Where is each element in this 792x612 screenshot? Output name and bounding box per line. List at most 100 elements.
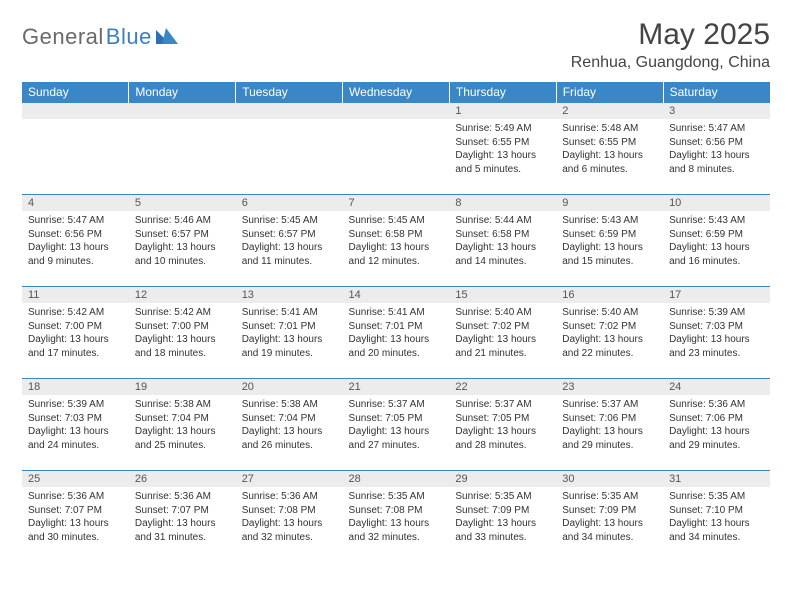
sunset-text: Sunset: 7:03 PM: [669, 320, 764, 334]
daylight-text: Daylight: 13 hours and 26 minutes.: [242, 425, 337, 452]
sunrise-text: Sunrise: 5:42 AM: [28, 306, 123, 320]
day-details: Sunrise: 5:45 AMSunset: 6:58 PMDaylight:…: [343, 211, 450, 268]
calendar-day-cell: 15Sunrise: 5:40 AMSunset: 7:02 PMDayligh…: [449, 287, 556, 379]
daylight-text: Daylight: 13 hours and 23 minutes.: [669, 333, 764, 360]
sunrise-text: Sunrise: 5:35 AM: [669, 490, 764, 504]
day-details: Sunrise: 5:45 AMSunset: 6:57 PMDaylight:…: [236, 211, 343, 268]
daylight-text: Daylight: 13 hours and 14 minutes.: [455, 241, 550, 268]
daylight-text: Daylight: 13 hours and 29 minutes.: [669, 425, 764, 452]
logo: General Blue: [22, 18, 178, 50]
day-number: 16: [556, 287, 663, 303]
day-number: 29: [449, 471, 556, 487]
day-details: Sunrise: 5:47 AMSunset: 6:56 PMDaylight:…: [22, 211, 129, 268]
day-details: Sunrise: 5:49 AMSunset: 6:55 PMDaylight:…: [449, 119, 556, 176]
calendar-week-row: 4Sunrise: 5:47 AMSunset: 6:56 PMDaylight…: [22, 195, 770, 287]
daylight-text: Daylight: 13 hours and 32 minutes.: [349, 517, 444, 544]
sunrise-text: Sunrise: 5:38 AM: [242, 398, 337, 412]
day-details: Sunrise: 5:46 AMSunset: 6:57 PMDaylight:…: [129, 211, 236, 268]
sunrise-text: Sunrise: 5:45 AM: [349, 214, 444, 228]
sunset-text: Sunset: 7:04 PM: [242, 412, 337, 426]
sunrise-text: Sunrise: 5:44 AM: [455, 214, 550, 228]
sunset-text: Sunset: 7:02 PM: [562, 320, 657, 334]
sunset-text: Sunset: 6:56 PM: [669, 136, 764, 150]
day-number: 17: [663, 287, 770, 303]
calendar-day-cell: 28Sunrise: 5:35 AMSunset: 7:08 PMDayligh…: [343, 471, 450, 563]
daylight-text: Daylight: 13 hours and 19 minutes.: [242, 333, 337, 360]
calendar-table: Sunday Monday Tuesday Wednesday Thursday…: [22, 82, 770, 563]
sunset-text: Sunset: 6:55 PM: [562, 136, 657, 150]
day-details: Sunrise: 5:35 AMSunset: 7:09 PMDaylight:…: [556, 487, 663, 544]
calendar-day-cell: 24Sunrise: 5:36 AMSunset: 7:06 PMDayligh…: [663, 379, 770, 471]
day-number: 30: [556, 471, 663, 487]
weekday-friday: Friday: [556, 82, 663, 103]
daylight-text: Daylight: 13 hours and 17 minutes.: [28, 333, 123, 360]
day-details: Sunrise: 5:39 AMSunset: 7:03 PMDaylight:…: [663, 303, 770, 360]
daylight-text: Daylight: 13 hours and 29 minutes.: [562, 425, 657, 452]
sunrise-text: Sunrise: 5:35 AM: [349, 490, 444, 504]
day-number: 6: [236, 195, 343, 211]
day-number: 23: [556, 379, 663, 395]
day-details: Sunrise: 5:48 AMSunset: 6:55 PMDaylight:…: [556, 119, 663, 176]
calendar-day-cell: 27Sunrise: 5:36 AMSunset: 7:08 PMDayligh…: [236, 471, 343, 563]
sunset-text: Sunset: 7:10 PM: [669, 504, 764, 518]
sunset-text: Sunset: 6:57 PM: [135, 228, 230, 242]
day-number: [343, 103, 450, 119]
day-details: Sunrise: 5:36 AMSunset: 7:06 PMDaylight:…: [663, 395, 770, 452]
daylight-text: Daylight: 13 hours and 18 minutes.: [135, 333, 230, 360]
sunrise-text: Sunrise: 5:39 AM: [669, 306, 764, 320]
day-number: 1: [449, 103, 556, 119]
calendar-day-cell: 21Sunrise: 5:37 AMSunset: 7:05 PMDayligh…: [343, 379, 450, 471]
daylight-text: Daylight: 13 hours and 30 minutes.: [28, 517, 123, 544]
sunset-text: Sunset: 7:01 PM: [242, 320, 337, 334]
day-number: 26: [129, 471, 236, 487]
sunrise-text: Sunrise: 5:45 AM: [242, 214, 337, 228]
sunset-text: Sunset: 7:03 PM: [28, 412, 123, 426]
sunrise-text: Sunrise: 5:47 AM: [28, 214, 123, 228]
sunrise-text: Sunrise: 5:36 AM: [28, 490, 123, 504]
weekday-saturday: Saturday: [663, 82, 770, 103]
weekday-thursday: Thursday: [449, 82, 556, 103]
daylight-text: Daylight: 13 hours and 6 minutes.: [562, 149, 657, 176]
day-details: Sunrise: 5:42 AMSunset: 7:00 PMDaylight:…: [22, 303, 129, 360]
day-details: Sunrise: 5:36 AMSunset: 7:08 PMDaylight:…: [236, 487, 343, 544]
calendar-day-cell: 6Sunrise: 5:45 AMSunset: 6:57 PMDaylight…: [236, 195, 343, 287]
calendar-day-cell: 7Sunrise: 5:45 AMSunset: 6:58 PMDaylight…: [343, 195, 450, 287]
calendar-day-cell: 23Sunrise: 5:37 AMSunset: 7:06 PMDayligh…: [556, 379, 663, 471]
day-details: Sunrise: 5:43 AMSunset: 6:59 PMDaylight:…: [556, 211, 663, 268]
day-number: 2: [556, 103, 663, 119]
sunrise-text: Sunrise: 5:37 AM: [562, 398, 657, 412]
day-details: Sunrise: 5:41 AMSunset: 7:01 PMDaylight:…: [236, 303, 343, 360]
day-details: Sunrise: 5:35 AMSunset: 7:08 PMDaylight:…: [343, 487, 450, 544]
sunrise-text: Sunrise: 5:48 AM: [562, 122, 657, 136]
calendar-day-cell: 4Sunrise: 5:47 AMSunset: 6:56 PMDaylight…: [22, 195, 129, 287]
day-details: Sunrise: 5:38 AMSunset: 7:04 PMDaylight:…: [129, 395, 236, 452]
day-details: Sunrise: 5:38 AMSunset: 7:04 PMDaylight:…: [236, 395, 343, 452]
day-number: 15: [449, 287, 556, 303]
calendar-day-cell: [22, 103, 129, 195]
day-number: 22: [449, 379, 556, 395]
day-details: Sunrise: 5:36 AMSunset: 7:07 PMDaylight:…: [22, 487, 129, 544]
daylight-text: Daylight: 13 hours and 34 minutes.: [669, 517, 764, 544]
sunrise-text: Sunrise: 5:49 AM: [455, 122, 550, 136]
day-number: 19: [129, 379, 236, 395]
day-details: Sunrise: 5:44 AMSunset: 6:58 PMDaylight:…: [449, 211, 556, 268]
day-number: 13: [236, 287, 343, 303]
day-number: 7: [343, 195, 450, 211]
day-number: 9: [556, 195, 663, 211]
day-number: [236, 103, 343, 119]
daylight-text: Daylight: 13 hours and 9 minutes.: [28, 241, 123, 268]
sunset-text: Sunset: 6:57 PM: [242, 228, 337, 242]
day-details: Sunrise: 5:37 AMSunset: 7:05 PMDaylight:…: [343, 395, 450, 452]
sunrise-text: Sunrise: 5:36 AM: [669, 398, 764, 412]
sunset-text: Sunset: 6:59 PM: [669, 228, 764, 242]
daylight-text: Daylight: 13 hours and 31 minutes.: [135, 517, 230, 544]
sunrise-text: Sunrise: 5:38 AM: [135, 398, 230, 412]
sunset-text: Sunset: 7:00 PM: [28, 320, 123, 334]
calendar-day-cell: 20Sunrise: 5:38 AMSunset: 7:04 PMDayligh…: [236, 379, 343, 471]
sunset-text: Sunset: 7:02 PM: [455, 320, 550, 334]
weekday-header-row: Sunday Monday Tuesday Wednesday Thursday…: [22, 82, 770, 103]
sunset-text: Sunset: 7:04 PM: [135, 412, 230, 426]
daylight-text: Daylight: 13 hours and 15 minutes.: [562, 241, 657, 268]
sunset-text: Sunset: 7:09 PM: [455, 504, 550, 518]
sunset-text: Sunset: 7:01 PM: [349, 320, 444, 334]
